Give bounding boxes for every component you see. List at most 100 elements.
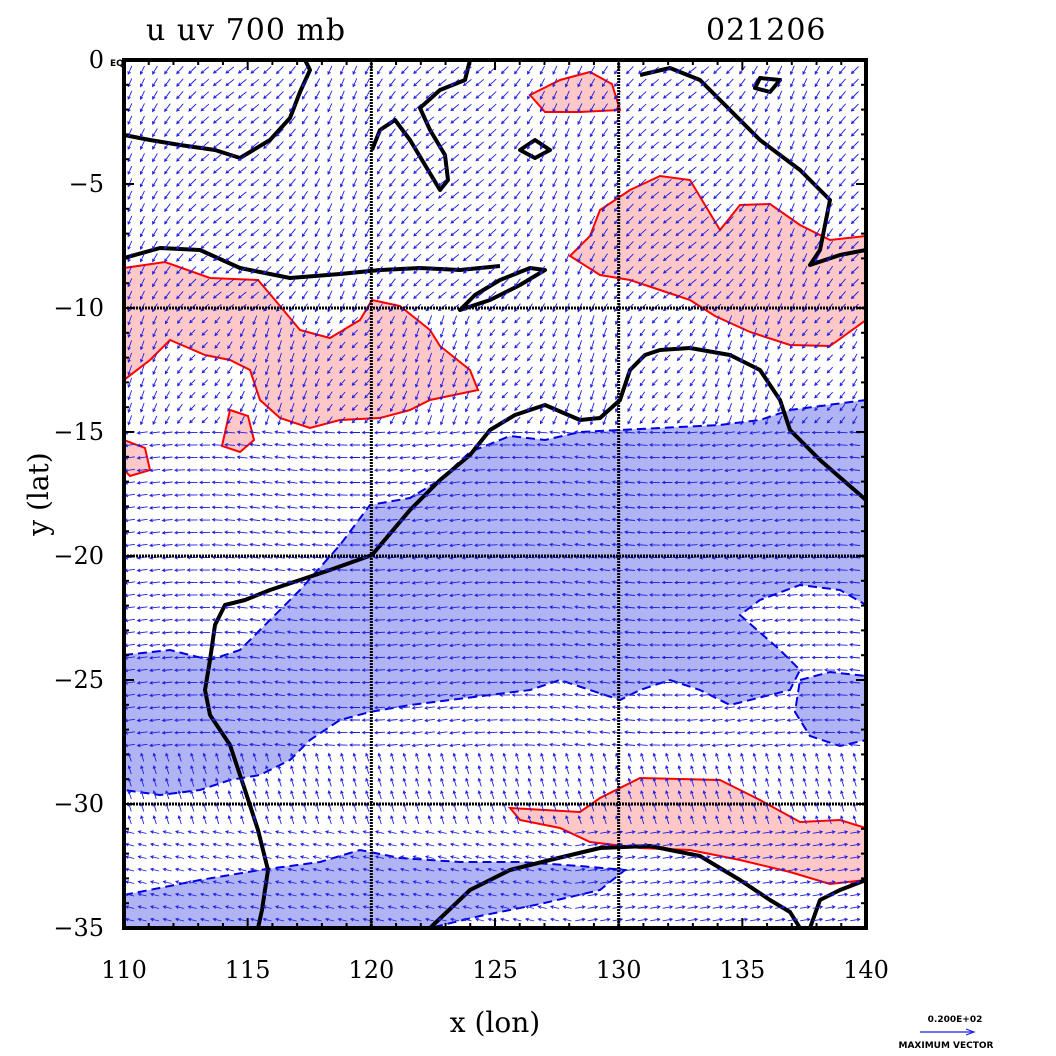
- wind-vector: [561, 730, 573, 734]
- wind-vector: [327, 416, 333, 425]
- wind-vector: [214, 391, 221, 399]
- wind-vector: [212, 104, 222, 112]
- wind-vector: [662, 279, 672, 287]
- wind-vector: [637, 842, 649, 847]
- wind-vector: [600, 842, 611, 847]
- wind-vector: [149, 880, 160, 884]
- wind-vector: [474, 480, 486, 485]
- wind-vector: [789, 140, 795, 151]
- wind-vector: [700, 216, 710, 224]
- wind-vector: [427, 752, 432, 762]
- wind-vector: [662, 830, 674, 834]
- wind-vector: [390, 365, 395, 375]
- wind-vector: [399, 643, 411, 648]
- wind-vector: [662, 79, 672, 87]
- wind-vector: [662, 141, 672, 149]
- wind-vector: [461, 455, 473, 460]
- wind-vector: [549, 455, 561, 460]
- wind-vector: [524, 542, 536, 547]
- wind-vector: [274, 880, 285, 884]
- wind-vector: [262, 892, 272, 897]
- wind-vector: [777, 378, 783, 388]
- wind-vector: [236, 592, 248, 597]
- wind-vector: [127, 765, 132, 775]
- wind-vector: [386, 680, 398, 685]
- wind-vector: [389, 178, 396, 188]
- wind-vector: [601, 153, 608, 163]
- wind-vector: [477, 777, 482, 787]
- wind-vector: [299, 455, 311, 459]
- wind-vector: [202, 790, 207, 800]
- wind-vector: [286, 467, 298, 472]
- wind-vector: [465, 815, 470, 825]
- wind-vector: [527, 765, 532, 775]
- wind-vector: [275, 66, 284, 75]
- wind-vector: [374, 430, 386, 435]
- wind-vector: [236, 480, 248, 485]
- wind-vector: [274, 430, 285, 434]
- wind-vector: [689, 416, 696, 425]
- wind-vector: [777, 90, 783, 100]
- wind-vector: [812, 880, 824, 884]
- wind-vector: [687, 191, 697, 199]
- wind-vector: [211, 730, 223, 735]
- wind-vector: [826, 316, 834, 324]
- wind-vector: [250, 253, 260, 262]
- wind-vector: [299, 655, 311, 659]
- wind-vector: [162, 905, 172, 909]
- wind-vector: [675, 855, 686, 859]
- wind-vector: [376, 103, 383, 113]
- wind-vector: [225, 154, 235, 162]
- wind-vector: [601, 253, 608, 263]
- wind-vector: [339, 78, 345, 88]
- wind-vector: [649, 655, 661, 660]
- wind-vector: [365, 790, 370, 800]
- wind-vector: [399, 842, 410, 847]
- wind-vector: [140, 765, 145, 775]
- wind-vector: [651, 391, 658, 399]
- wind-vector: [511, 605, 523, 610]
- wind-vector: [840, 777, 845, 787]
- wind-vector: [574, 442, 585, 447]
- wind-vector: [536, 430, 548, 435]
- wind-vector: [324, 830, 335, 834]
- wind-vector: [811, 430, 823, 435]
- wind-vector: [589, 240, 596, 250]
- wind-vector: [549, 667, 561, 672]
- wind-vector: [775, 917, 786, 922]
- wind-vector: [186, 443, 198, 447]
- wind-vector: [811, 730, 823, 735]
- wind-vector: [186, 605, 198, 610]
- wind-vector: [687, 204, 697, 212]
- wind-vector: [339, 290, 345, 301]
- wind-vector: [577, 815, 582, 825]
- wind-vector: [587, 905, 599, 909]
- wind-vector: [639, 366, 646, 375]
- wind-vector: [465, 752, 470, 762]
- wind-vector: [577, 377, 583, 388]
- wind-vector: [174, 618, 186, 623]
- wind-vector: [311, 667, 323, 672]
- wind-vector: [136, 543, 148, 548]
- wind-vector: [324, 430, 336, 435]
- wind-vector: [336, 480, 348, 485]
- wind-vector: [137, 830, 147, 834]
- wind-vector: [286, 430, 298, 434]
- wind-vector: [275, 153, 284, 162]
- wind-vector: [186, 505, 198, 510]
- wind-vector: [277, 752, 282, 762]
- wind-vector: [526, 78, 533, 88]
- wind-vector: [161, 680, 173, 685]
- wind-vector: [727, 790, 732, 800]
- wind-vector: [687, 104, 697, 112]
- wind-vector: [264, 402, 270, 413]
- wind-vector: [161, 443, 173, 448]
- wind-vector: [464, 390, 470, 400]
- wind-vector: [413, 291, 422, 300]
- wind-vector: [837, 867, 849, 872]
- wind-vector: [586, 667, 598, 672]
- wind-vector: [127, 228, 133, 238]
- wind-vector: [586, 442, 598, 447]
- wind-vector: [524, 880, 535, 884]
- wind-vector: [211, 530, 223, 535]
